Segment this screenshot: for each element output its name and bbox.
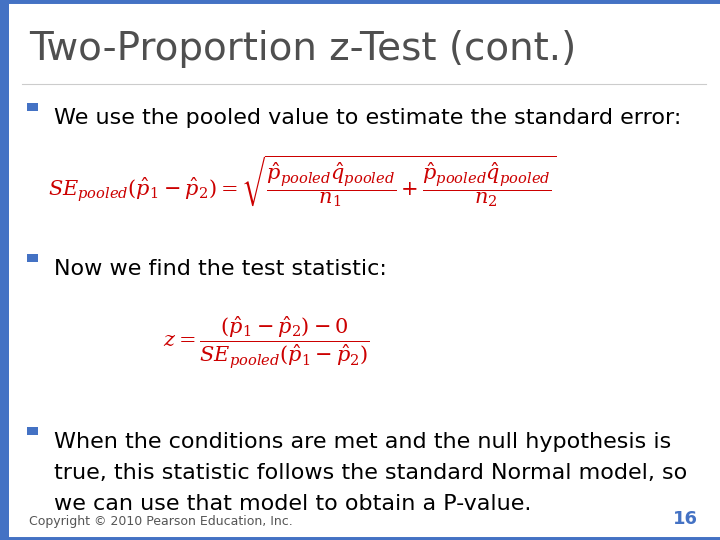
Text: We use the pooled value to estimate the standard error:: We use the pooled value to estimate the … [54,108,681,128]
Bar [0,0,9,540]
Text: Copyright © 2010 Pearson Education, Inc.: Copyright © 2010 Pearson Education, Inc. [29,515,292,528]
Text: $SE_{pooled}\left(\hat{p}_1 - \hat{p}_2\right) = \sqrt{\dfrac{\hat{p}_{pooled}\h: $SE_{pooled}\left(\hat{p}_1 - \hat{p}_2\… [48,153,557,208]
Text: true, this statistic follows the standard Normal model, so: true, this statistic follows the standar… [54,463,688,483]
Text: $z = \dfrac{\left(\hat{p}_1 - \hat{p}_2\right) - 0}{SE_{pooled}\left(\hat{p}_1 -: $z = \dfrac{\left(\hat{p}_1 - \hat{p}_2\… [163,315,370,371]
Text: we can use that model to obtain a P-value.: we can use that model to obtain a P-valu… [54,494,531,514]
Bar [27,427,38,435]
Bar [27,103,38,111]
Text: Now we find the test statistic:: Now we find the test statistic: [54,259,387,279]
Bar [27,254,38,262]
Text: Two-Proportion z-Test (cont.): Two-Proportion z-Test (cont.) [29,30,576,68]
Text: When the conditions are met and the null hypothesis is: When the conditions are met and the null… [54,432,671,452]
Text: 16: 16 [673,510,698,528]
